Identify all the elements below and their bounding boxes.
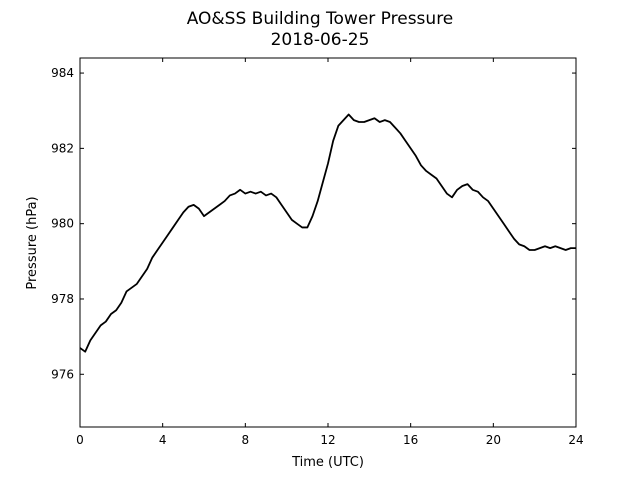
- x-tick-label: 20: [486, 433, 501, 447]
- series-group: [79, 113, 576, 353]
- x-tick-label: 24: [568, 433, 583, 447]
- pressure-line: [79, 113, 576, 353]
- x-axis-label: Time (UTC): [291, 455, 364, 470]
- x-tick-label: 16: [403, 433, 418, 447]
- y-tick-label: 976: [51, 367, 74, 381]
- y-axis-label: Pressure (hPa): [25, 196, 40, 289]
- x-tick-label: 12: [320, 433, 335, 447]
- chart-subtitle: 2018-06-25: [271, 30, 370, 50]
- plot-frame: [79, 57, 577, 428]
- x-tick-label: 0: [76, 433, 84, 447]
- x-tick-label: 8: [242, 433, 250, 447]
- y-tick-label: 982: [51, 141, 74, 155]
- chart-title: AO&SS Building Tower Pressure: [187, 9, 454, 29]
- x-tick-label: 4: [159, 433, 167, 447]
- y-tick-label: 984: [51, 66, 74, 80]
- y-tick-label: 978: [51, 292, 74, 306]
- y-tick-label: 980: [51, 217, 74, 231]
- axis-ticks: 0 4 8 12 16 20 24 976 978 980 982 984: [51, 58, 584, 447]
